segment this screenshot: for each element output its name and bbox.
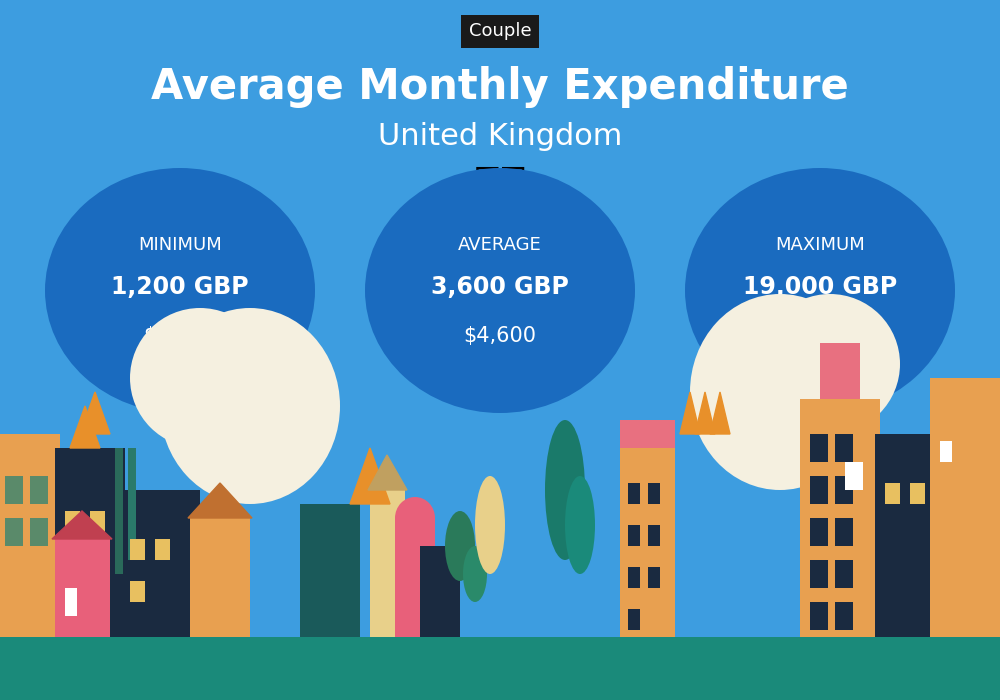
Text: Couple: Couple [469, 22, 531, 41]
Bar [620, 448, 675, 644]
Bar [620, 420, 675, 448]
Text: United Kingdom: United Kingdom [378, 122, 622, 151]
Text: $4,600: $4,600 [464, 326, 536, 346]
Bar [845, 462, 863, 490]
Bar [120, 490, 200, 644]
Bar [370, 490, 405, 644]
Bar [800, 399, 880, 644]
Text: $1,500: $1,500 [144, 326, 216, 346]
Text: Average Monthly Expenditure: Average Monthly Expenditure [151, 66, 849, 108]
Ellipse shape [475, 476, 505, 574]
Polygon shape [52, 511, 112, 539]
Bar [90, 511, 105, 532]
Ellipse shape [365, 168, 635, 413]
Bar [810, 476, 828, 504]
Bar [648, 525, 660, 546]
Bar [395, 518, 435, 644]
Ellipse shape [130, 308, 270, 448]
Bar [130, 539, 145, 560]
Bar [930, 378, 1000, 644]
Ellipse shape [545, 420, 585, 560]
Polygon shape [695, 392, 715, 434]
Text: 🇬🇧: 🇬🇧 [473, 164, 527, 207]
Text: $24,000: $24,000 [777, 326, 863, 346]
Ellipse shape [45, 168, 315, 413]
Text: MAXIMUM: MAXIMUM [775, 236, 865, 254]
Bar [628, 567, 640, 588]
Bar [648, 483, 660, 504]
Bar [115, 448, 123, 574]
Bar [810, 602, 828, 630]
Bar [128, 448, 136, 560]
Ellipse shape [760, 294, 900, 434]
Bar [820, 343, 860, 399]
Text: AVERAGE: AVERAGE [458, 236, 542, 254]
Ellipse shape [685, 168, 955, 413]
Bar [5, 518, 23, 546]
Bar [648, 567, 660, 588]
Bar [628, 609, 640, 630]
Bar [0, 637, 1000, 662]
Ellipse shape [690, 294, 870, 490]
Bar [885, 483, 900, 504]
Ellipse shape [160, 308, 340, 504]
Polygon shape [368, 455, 407, 490]
Ellipse shape [463, 546, 487, 602]
Ellipse shape [565, 476, 595, 574]
Polygon shape [710, 392, 730, 434]
Bar [810, 434, 828, 462]
Bar [190, 518, 250, 644]
Ellipse shape [445, 511, 475, 581]
Polygon shape [680, 392, 700, 434]
Bar [875, 434, 945, 644]
Bar [810, 518, 828, 546]
Polygon shape [70, 406, 100, 448]
Text: 3,600 GBP: 3,600 GBP [431, 275, 569, 299]
Bar [835, 560, 853, 588]
Text: 1,200 GBP: 1,200 GBP [111, 275, 249, 299]
Bar [835, 434, 853, 462]
Bar [835, 476, 853, 504]
Bar [628, 525, 640, 546]
Text: MINIMUM: MINIMUM [138, 236, 222, 254]
Bar [835, 602, 853, 630]
Text: 19,000 GBP: 19,000 GBP [743, 275, 897, 299]
Polygon shape [80, 392, 110, 434]
Bar [65, 553, 80, 574]
Polygon shape [188, 483, 252, 518]
Bar [810, 560, 828, 588]
Bar [130, 581, 145, 602]
Bar [65, 511, 80, 532]
Bar [55, 448, 125, 644]
Bar [910, 483, 925, 504]
Bar [30, 518, 48, 546]
Polygon shape [350, 448, 390, 504]
Bar [0, 644, 1000, 700]
Bar [0, 434, 60, 644]
Ellipse shape [395, 497, 435, 539]
Bar [30, 476, 48, 504]
Bar [65, 588, 77, 616]
Bar [628, 483, 640, 504]
Bar [5, 476, 23, 504]
Bar [55, 539, 110, 644]
Bar [300, 504, 360, 644]
Bar [835, 518, 853, 546]
Bar [155, 539, 170, 560]
Bar [420, 546, 460, 644]
Bar [940, 441, 952, 462]
